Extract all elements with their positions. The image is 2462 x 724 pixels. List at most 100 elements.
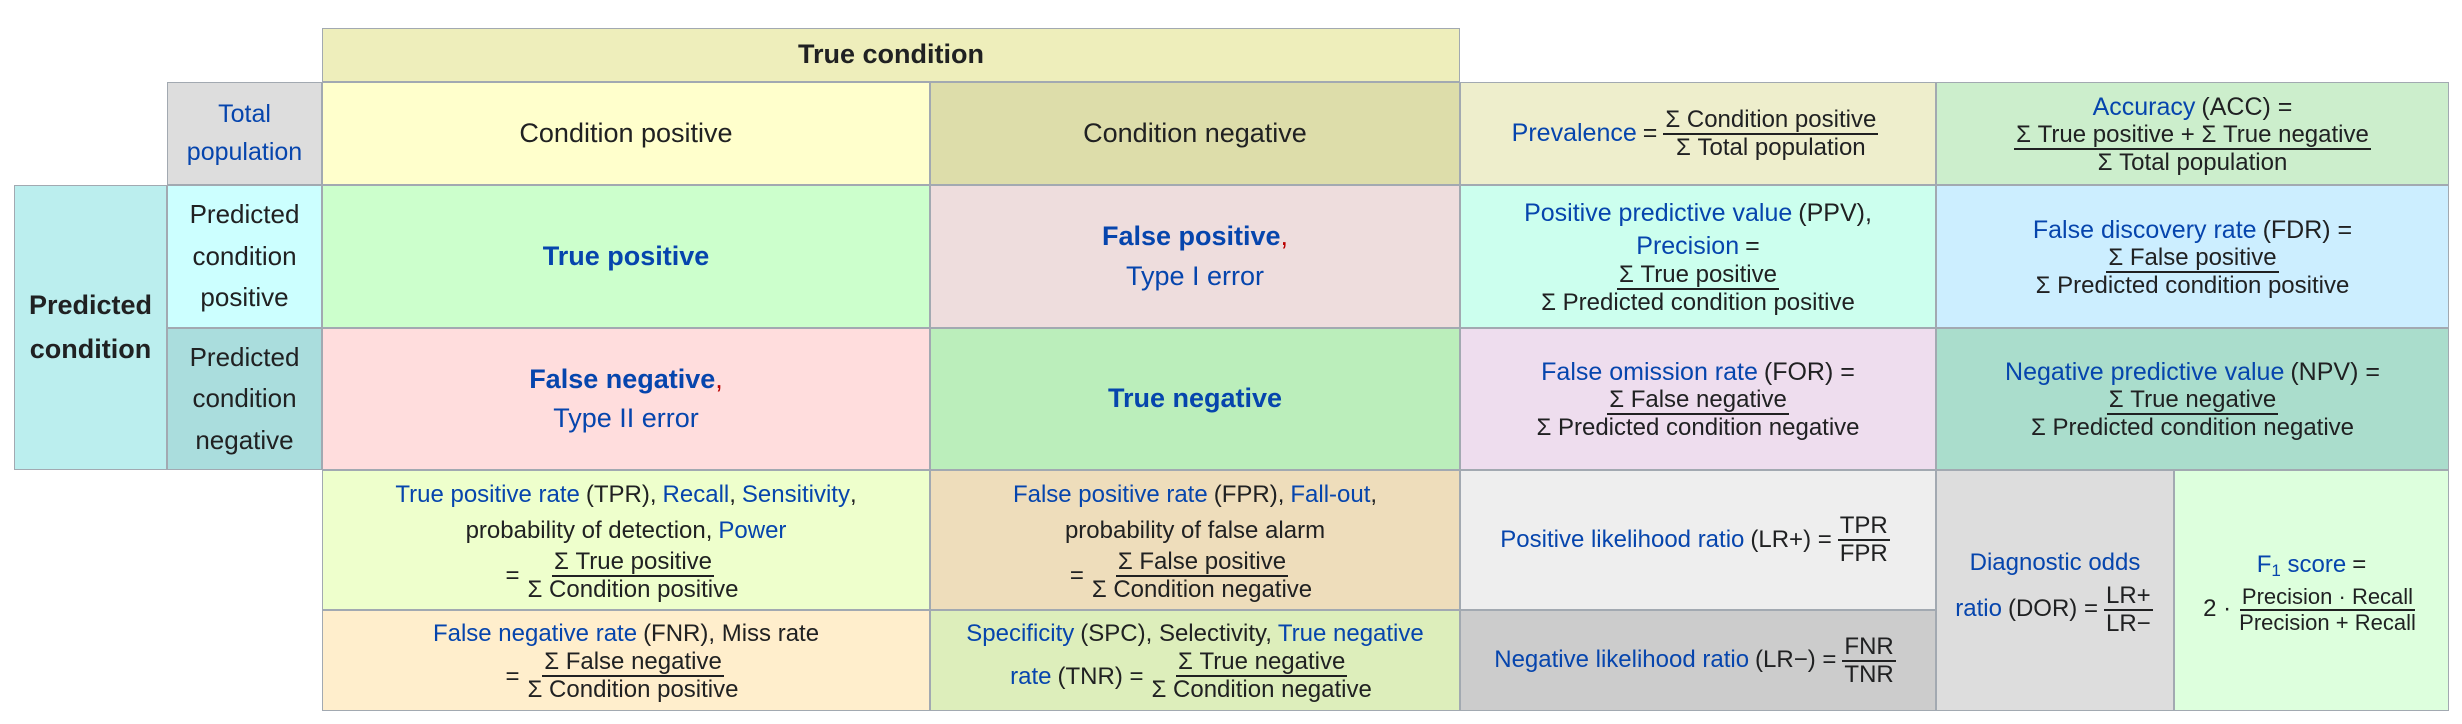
prevalence-fraction: Σ Condition positive Σ Total population [1663, 105, 1879, 161]
dor-link[interactable]: Diagnostic odds [1969, 549, 2141, 577]
predicted-positive-line1: Predicted [189, 199, 300, 230]
tpr-sep: , [729, 481, 736, 508]
predicted-negative-line2: condition [192, 383, 297, 414]
fpr-fraction: Σ False positive Σ Condition negative [1090, 549, 1314, 603]
tpr-cell: True positive rate (TPR), Recall, Sensit… [322, 470, 930, 610]
fnr-eq: = [505, 662, 520, 690]
spc-denominator: Σ Condition negative [1151, 676, 1372, 704]
precision-link[interactable]: Precision [1636, 231, 1740, 260]
fnr-cell: False negative rate (FNR), Miss rate = Σ… [322, 610, 930, 711]
specificity-link[interactable]: Specificity [966, 619, 1075, 647]
tpr-numerator: Σ True positive [552, 548, 715, 577]
fdr-fraction: Σ False positive Σ Predicted condition p… [2034, 245, 2352, 299]
dor-fraction: LR+ LR− [2103, 581, 2153, 637]
sensitivity-link[interactable]: Sensitivity [741, 481, 850, 508]
predicted-positive-line3: positive [200, 282, 289, 313]
for-denominator: Σ Predicted condition negative [1536, 414, 1860, 441]
lr-negative-numerator: FNR [1842, 632, 1896, 662]
fpr-link[interactable]: False positive rate [1012, 481, 1208, 508]
f1-label: F [2256, 551, 2272, 579]
lr-positive-numerator: TPR [1837, 512, 1890, 541]
ppv-link[interactable]: Positive predictive value [1524, 199, 1793, 227]
false-positive-link[interactable]: False positive [1101, 221, 1281, 252]
tpr-line2: probability of detection, [465, 517, 713, 544]
f1-denominator: Precision + Recall [2239, 609, 2416, 635]
dor-numerator: LR+ [2103, 581, 2153, 611]
false-positive-cell: False positive, Type I error [930, 185, 1460, 328]
true-negative-link[interactable]: True negative [1107, 383, 1283, 414]
fpr-abbr: (FPR), [1213, 481, 1285, 508]
prevalence-numerator: Σ Condition positive [1663, 105, 1879, 135]
power-link[interactable]: Power [718, 517, 787, 544]
ppv-cell: Positive predictive value (PPV), Precisi… [1460, 185, 1936, 328]
total-population-line1: Total [218, 100, 271, 128]
false-negative-comma: , [715, 363, 723, 394]
total-population-link[interactable]: Total population [167, 82, 322, 185]
ppv-fraction: Σ True positive Σ Predicted condition po… [1539, 262, 1857, 316]
predicted-negative-line1: Predicted [189, 341, 300, 372]
f1-label-end: score [2287, 551, 2347, 579]
fpr-end: , [1370, 481, 1378, 508]
for-numerator: Σ False negative [1607, 386, 1789, 415]
fdr-cell: False discovery rate (FDR) = Σ False pos… [1936, 185, 2449, 328]
ppv-eq: = [1745, 231, 1760, 260]
f1-subscript: 1 [2271, 561, 2281, 581]
accuracy-denominator: Σ Total population [2097, 148, 2288, 176]
prevalence-eq: = [1642, 119, 1658, 148]
lr-negative-cell: Negative likelihood ratio (LR−) = FNR TN… [1460, 610, 1936, 711]
f1-numerator: Precision · Recall [2239, 583, 2416, 611]
f1-link[interactable]: F1 score [2257, 546, 2347, 584]
accuracy-cell: Accuracy (ACC) = Σ True positive + Σ Tru… [1936, 82, 2449, 185]
true-condition-header: True condition [322, 28, 1460, 82]
spc-abbr: (SPC), Selectivity, [1080, 619, 1272, 647]
lr-positive-link[interactable]: Positive likelihood ratio [1500, 525, 1745, 553]
fpr-eq: = [1069, 562, 1084, 589]
lr-negative-abbr: (LR−) = [1755, 646, 1837, 674]
for-cell: False omission rate (FOR) = Σ False nega… [1460, 328, 1936, 470]
true-negative-cell: True negative [930, 328, 1460, 470]
accuracy-fraction: Σ True positive + Σ True negative Σ Tota… [2014, 122, 2371, 176]
false-positive-comma: , [1280, 221, 1289, 252]
npv-link[interactable]: Negative predictive value [2005, 358, 2285, 386]
condition-negative-header: Condition negative [930, 82, 1460, 185]
fdr-denominator: Σ Predicted condition positive [2035, 271, 2350, 299]
predicted-positive-line2: condition [192, 240, 297, 271]
lr-positive-cell: Positive likelihood ratio (LR+) = TPR FP… [1460, 470, 1936, 610]
predicted-condition-line1: Predicted [28, 290, 153, 321]
npv-numerator: Σ True negative [2106, 386, 2279, 415]
ppv-numerator: Σ True positive [1616, 261, 1779, 290]
fall-out-link[interactable]: Fall-out [1290, 481, 1371, 508]
f1-eq: = [2352, 551, 2367, 579]
lr-negative-denominator: TNR [1844, 660, 1894, 688]
accuracy-abbr: (ACC) = [2201, 92, 2293, 121]
predicted-positive-label: Predicted condition positive [167, 185, 322, 328]
spc-abbr2: (TNR) = [1057, 662, 1144, 690]
prevalence-link[interactable]: Prevalence [1511, 119, 1637, 148]
fnr-link[interactable]: False negative rate [432, 619, 638, 647]
recall-link[interactable]: Recall [662, 481, 730, 508]
dor-cell: Diagnostic odds ratio (DOR) = LR+ LR− [1936, 470, 2174, 711]
npv-denominator: Σ Predicted condition negative [2030, 414, 2355, 441]
false-negative-link[interactable]: False negative [529, 363, 716, 394]
true-positive-link[interactable]: True positive [542, 240, 710, 271]
tnr-link[interactable]: True negative [1277, 619, 1424, 647]
tpr-fraction: Σ True positive Σ Condition positive [526, 549, 741, 603]
type1-error-link[interactable]: Type I error [1125, 260, 1265, 291]
dor-link-ratio[interactable]: ratio [1955, 595, 2002, 623]
spc-numerator: Σ True negative [1175, 648, 1348, 678]
fdr-link[interactable]: False discovery rate [2032, 215, 2257, 244]
f1-cell: F1 score = 2 · Precision · Recall Precis… [2174, 470, 2449, 711]
lr-negative-link[interactable]: Negative likelihood ratio [1494, 646, 1750, 674]
lr-positive-denominator: FPR [1839, 540, 1888, 567]
prevalence-denominator: Σ Total population [1676, 133, 1866, 161]
fpr-line2: probability of false alarm [1064, 517, 1326, 544]
tpr-link[interactable]: True positive rate [395, 481, 580, 508]
lr-negative-fraction: FNR TNR [1842, 632, 1896, 688]
npv-cell: Negative predictive value (NPV) = Σ True… [1936, 328, 2449, 470]
tnr-link-rate[interactable]: rate [1010, 662, 1052, 690]
type2-error-link[interactable]: Type II error [553, 403, 699, 433]
fdr-abbr: (FDR) = [2262, 215, 2353, 244]
accuracy-link[interactable]: Accuracy [2092, 92, 2196, 121]
for-link[interactable]: False omission rate [1541, 358, 1758, 386]
predicted-condition-label: Predicted condition [14, 185, 167, 470]
